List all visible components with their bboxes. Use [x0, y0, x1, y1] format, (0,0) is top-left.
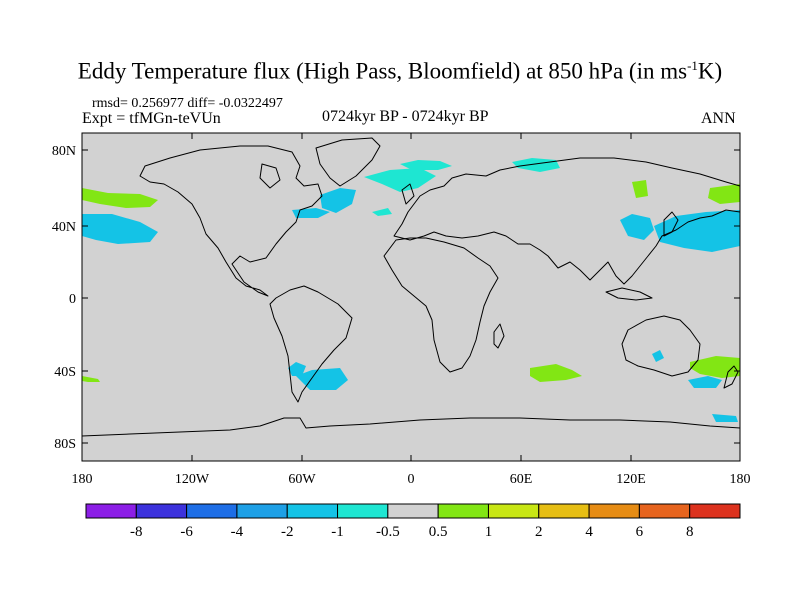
- patch-positive: [82, 376, 100, 382]
- x-tick-label: 60E: [510, 472, 533, 487]
- period-label: 0724kyr BP - 0724kyr BP: [322, 108, 489, 125]
- australia-coastline: [621, 315, 701, 377]
- colorbar-swatch: [437, 503, 489, 519]
- colorbar-swatch: [689, 503, 741, 519]
- colorbar-swatch: [538, 503, 590, 519]
- coastlines: [81, 137, 741, 437]
- patch-negative: [292, 208, 330, 218]
- colorbar-swatch: [85, 503, 137, 519]
- colorbar-label: -6: [180, 524, 193, 540]
- indonesia-coastline: [605, 287, 653, 301]
- colorbar-swatch: [286, 503, 339, 519]
- new-zealand-coastline: [723, 365, 739, 389]
- y-tick-label: 80N: [52, 144, 76, 159]
- title-superscript: -1: [687, 58, 698, 73]
- patch-positive: [530, 364, 582, 382]
- colorbar-label: -1: [331, 524, 344, 540]
- colorbar-label: -8: [130, 524, 143, 540]
- x-tick-label: 120E: [616, 472, 646, 487]
- title-suffix: K): [697, 58, 723, 84]
- antarctica-coastline: [81, 417, 741, 437]
- africa-coastline: [383, 237, 499, 373]
- patch-negative: [688, 376, 722, 388]
- patch-negative: [400, 160, 452, 170]
- colorbar-labels: -8 -6 -4 -2 -1 -0.5 0.5 1 2 4 6 8: [130, 524, 693, 540]
- y-tick-label: 40N: [52, 220, 76, 235]
- patch-negative: [712, 414, 738, 422]
- colorbar-label: 1: [485, 524, 493, 540]
- colorbar-swatch: [638, 503, 691, 519]
- patch-negative: [296, 368, 348, 390]
- colorbar-swatch: [135, 503, 188, 519]
- x-tick-label: 120W: [175, 472, 210, 487]
- patch-negative: [82, 214, 158, 244]
- colorbar-label: -4: [231, 524, 244, 540]
- colorbar-label: -2: [281, 524, 294, 540]
- tick-marks: [81, 133, 741, 461]
- title-main: Eddy Temperature flux (High Pass, Bloomf…: [77, 58, 688, 84]
- patch-negative: [512, 158, 560, 172]
- y-tick-label: 40S: [54, 365, 76, 380]
- hudson-bay-coastline: [259, 163, 281, 189]
- patch-negative: [620, 214, 654, 240]
- patch-negative: [364, 168, 436, 192]
- colorbar-swatch: [387, 503, 439, 519]
- colorbar-label: -0.5: [376, 524, 400, 540]
- season-label: ANN: [701, 110, 736, 127]
- x-tick-label: 180: [72, 472, 93, 487]
- anomaly-patches: [82, 158, 740, 422]
- tick-labels: 80N 40N 0 40S 80S 180 120W 60W 0 60E 120E 180: [52, 144, 751, 487]
- patch-negative: [288, 362, 306, 376]
- patch-positive: [632, 180, 648, 198]
- colorbar-label: 2: [535, 524, 543, 540]
- patch-negative: [320, 188, 356, 213]
- stats-label: rmsd= 0.256977 diff= -0.0322497: [92, 96, 283, 111]
- experiment-label: Expt = tfMGn-teVUn: [82, 110, 221, 127]
- colorbar-label: 8: [686, 524, 694, 540]
- colorbar-swatch: [337, 503, 389, 519]
- south-america-coastline: [269, 285, 353, 403]
- colorbar-swatch: [236, 503, 288, 519]
- uk-coastline: [401, 183, 415, 205]
- north-america-coastline: [139, 145, 323, 297]
- colorbar-swatch: [487, 503, 540, 519]
- x-tick-label: 0: [408, 472, 415, 487]
- colorbar-swatch: [186, 503, 238, 519]
- patch-positive: [708, 184, 740, 204]
- greenland-coastline: [315, 137, 381, 187]
- y-tick-label: 80S: [54, 437, 76, 452]
- y-tick-label: 0: [69, 292, 76, 307]
- patch-positive: [82, 188, 158, 208]
- patch-negative: [654, 210, 740, 252]
- patch-negative: [652, 350, 664, 362]
- colorbar-label: 6: [636, 524, 644, 540]
- colorbar-swatch: [588, 503, 640, 519]
- colorbar-label: 0.5: [429, 524, 448, 540]
- chart-title: Eddy Temperature flux (High Pass, Bloomf…: [0, 58, 800, 85]
- colorbar: [85, 503, 741, 519]
- madagascar-coastline: [493, 323, 505, 349]
- patch-negative: [372, 208, 392, 216]
- x-tick-label: 180: [730, 472, 751, 487]
- colorbar-label: 4: [585, 524, 593, 540]
- japan-coastline: [663, 211, 679, 237]
- x-tick-label: 60W: [288, 472, 316, 487]
